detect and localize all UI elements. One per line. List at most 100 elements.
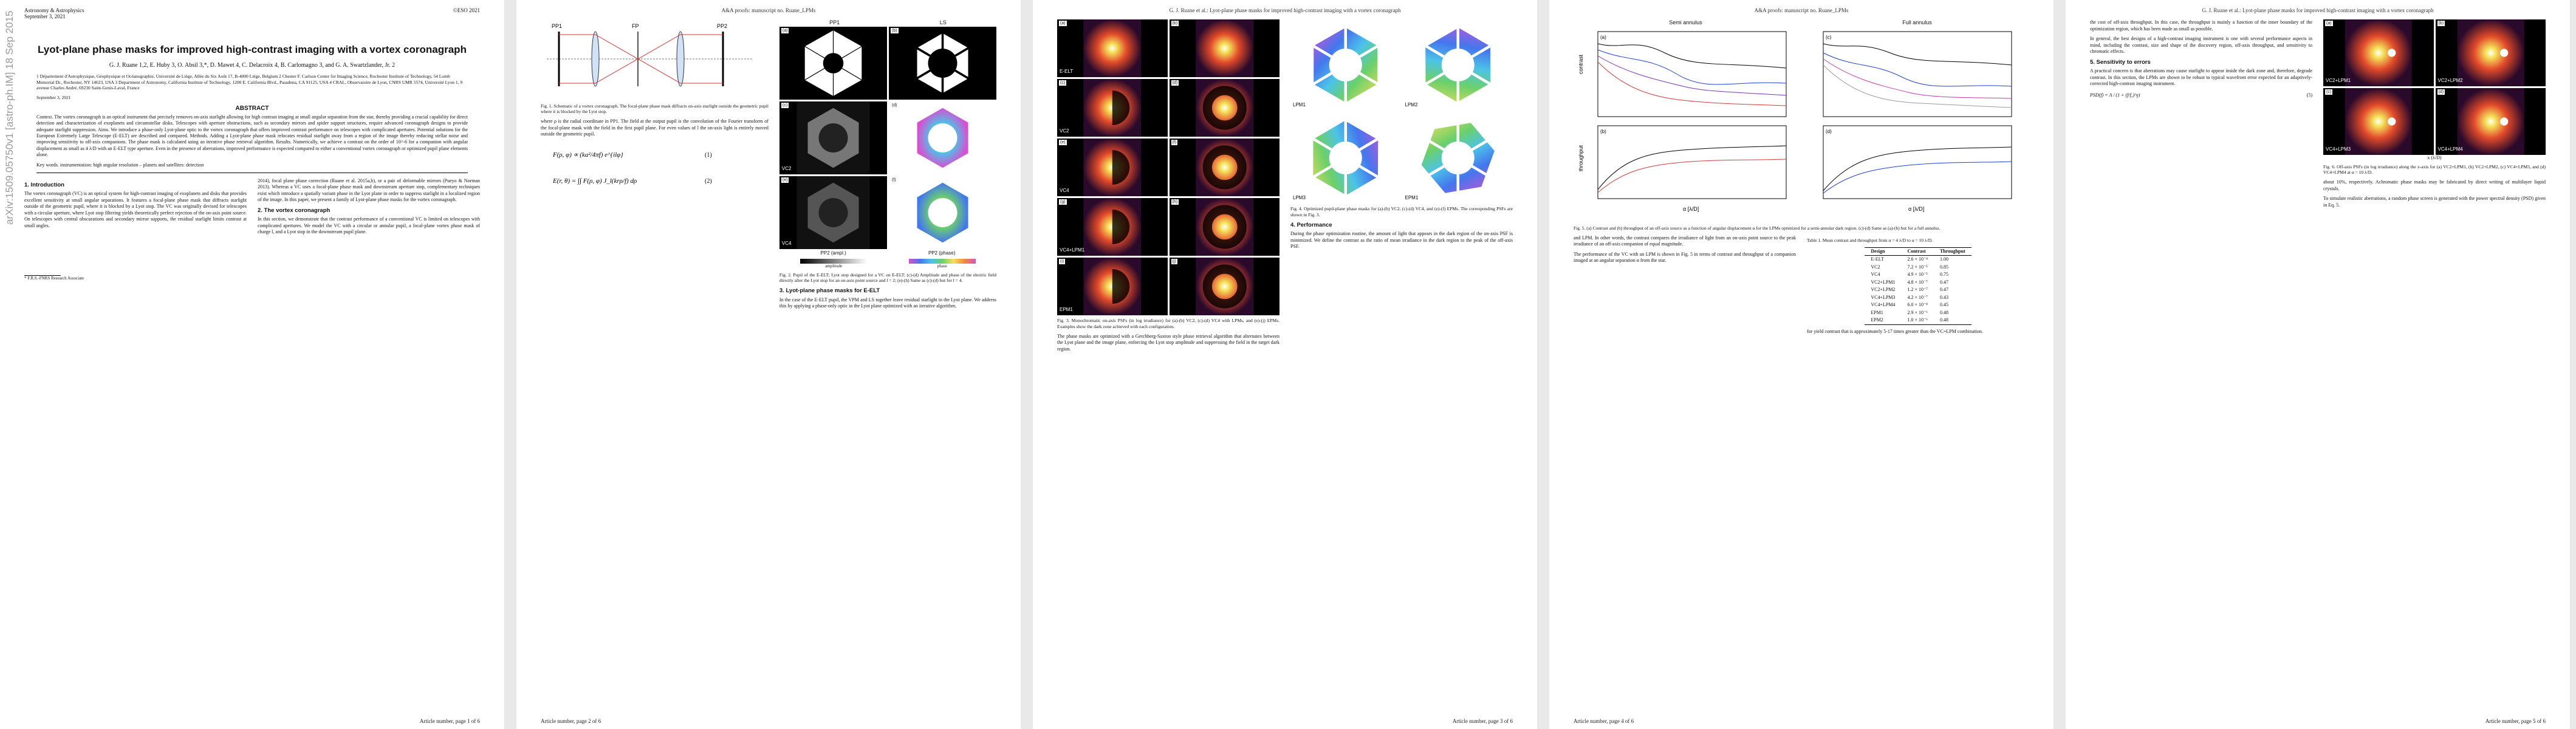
fig2-bottom-label-2: PP2 (phase): [928, 250, 956, 256]
fig2-colorbars: amplitude phase: [779, 259, 996, 269]
svg-text:PP1: PP1: [552, 23, 562, 29]
svg-text:(a): (a): [1600, 35, 1606, 40]
fig3-panel-f: (f): [1169, 139, 1279, 196]
fig2-label-c: (c): [781, 102, 789, 109]
fig1-caption: Fig. 1. Schematic of a vortex coronagrap…: [541, 103, 769, 115]
table1-header-throughput: Throughput: [1939, 248, 1965, 254]
page-5: G. J. Ruane et al.: Lyot-plane phase mas…: [2066, 0, 2570, 729]
table-row: EPM2 1.0 × 10⁻⁶ 0.48: [1865, 317, 1971, 325]
page-4-text-3: for yield contrast that is approximately…: [1807, 328, 1983, 334]
fig3-name-a: E-ELT: [1060, 69, 1074, 75]
svg-text:(d): (d): [1826, 129, 1832, 134]
svg-text:(2): (2): [705, 178, 712, 185]
fig2-col-ls: LS: [939, 19, 947, 26]
fig2-label-b: (b): [890, 27, 899, 34]
table-row: VC4 4.9 × 10⁻⁵ 0.75: [1871, 272, 1948, 278]
table-row: VC2+LPM1 4.8 × 10⁻⁷ 0.47: [1871, 279, 1948, 285]
page-1-header: Astronomy & Astrophysics September 3, 20…: [24, 7, 480, 19]
fig4-caption: Fig. 4. Optimized pupil-plane phase mask…: [1290, 206, 1513, 217]
page-5-footer: Article number, page 5 of 6: [2485, 718, 2546, 724]
abstract-heading: ABSTRACT: [235, 104, 269, 112]
footnote: * F.R.S.-FNRS Research Associate: [24, 276, 84, 281]
keywords: Key words. instrumentation: high angular…: [36, 162, 204, 168]
page-2-header: A&A proofs: manuscript no. Ruane_LPMs: [721, 7, 816, 13]
page-1-body: 1. Introduction The vortex coronagraph (…: [24, 178, 480, 282]
svg-text:F(ρ, φ) ∝ (ka²/4πf) e^{ilφ}: F(ρ, φ) ∝ (ka²/4πf) e^{ilφ}: [552, 151, 623, 159]
fig3-label-h: (h): [1171, 199, 1179, 205]
fig6-label-d: (d): [2437, 89, 2445, 95]
fig6-caption: Fig. 6. Off-axis PSFs (in log irradiance…: [2323, 163, 2546, 176]
page-1: arXiv:1509.05750v1 [astro-ph.IM] 18 Sep …: [0, 0, 504, 729]
section-4-text: During the phase optimization routine, t…: [1290, 231, 1513, 250]
fig3-name-g: VC4+LPM1: [1060, 247, 1085, 253]
fig2-mask-e: VC4: [781, 241, 792, 247]
equation-5: PSD(f) = A / (1 + (f/f₀)^γ) (5): [2090, 92, 2312, 99]
table1: Design Contrast Throughput E-ELT 2.6 × 10…: [1865, 247, 1971, 325]
fig6-label-a: (a): [2325, 21, 2333, 27]
abstract-text: Context. The vortex coronagraph is an op…: [36, 114, 468, 158]
table-row: EPM1 2.9 × 10⁻⁶ 0.48: [1871, 309, 1948, 315]
fig3-label-f: (f): [1171, 140, 1178, 146]
fig4-panel-1: LPM1: [1290, 19, 1401, 111]
received-date: September 3, 2021: [36, 94, 71, 100]
svg-text:α [λ/D]: α [λ/D]: [1908, 206, 1924, 212]
page-3-header: G. J. Ruane et al.: Lyot-plane phase mas…: [1169, 7, 1401, 13]
journal-date: September 3, 2021: [24, 13, 66, 19]
intro-text: The vortex coronagraph (VC) is an optica…: [24, 191, 247, 228]
fig3-panel-b: (b): [1169, 19, 1279, 77]
fig2-panel-a: (a): [779, 26, 887, 100]
fig4-name-1: LPM1: [1293, 102, 1306, 108]
svg-text:PP2: PP2: [717, 23, 727, 29]
fig3-panel-g: (g) VC4+LPM1: [1057, 198, 1168, 256]
page-2-footer: Article number, page 2 of 6: [541, 718, 601, 724]
equation-5-number: (5): [2306, 92, 2312, 98]
fig3-label-i: (i): [1059, 259, 1066, 265]
fig4-name-3: LPM3: [1293, 195, 1306, 201]
page-5-header: G. J. Ruane et al.: Lyot-plane phase mas…: [2202, 7, 2434, 13]
fig3-label-a: (a): [1059, 21, 1067, 27]
fig2-bottom-label-1: PP2 (ampl.): [820, 250, 846, 256]
fig2-column-titles: PP1 LS: [779, 19, 996, 27]
fig2-panel-e: (e) VC4: [779, 176, 887, 249]
table-row: VC4+LPM3 4.2 × 10⁻⁷ 0.43: [1871, 294, 1948, 300]
fig5-left-plot: contrast throughput (a) (b) α [λ/D]: [1578, 31, 1787, 212]
svg-text:E(r, θ) = ∫∫ F(ρ, φ) J_l(krρ/f: E(r, θ) = ∫∫ F(ρ, φ) J_l(krρ/f) dρ: [552, 177, 637, 185]
amplitude-colorbar: [800, 259, 868, 264]
fig6-name-d: VC4+LPM4: [2437, 146, 2463, 152]
page-3-footer: Article number, page 3 of 6: [1452, 718, 1513, 724]
fig3-panel-d: (d): [1169, 79, 1279, 137]
fig5-right-plot: (c) (d) α [λ/D]: [1823, 31, 2012, 212]
fig6-panel-a: (a) VC2+LPM1: [2323, 19, 2434, 86]
page-4-footer: Article number, page 4 of 6: [1574, 718, 1634, 724]
phase-colorbar: [908, 259, 976, 264]
fig5-title-full: Full annulus: [1902, 19, 1932, 26]
fig6-panel-c: (c) VC4+LPM3: [2323, 88, 2434, 155]
fig2-panel-d: (d): [888, 101, 996, 174]
fig3-label-c: (c): [1059, 80, 1067, 86]
page-5-text-2: In general, the best designs of a high-c…: [2090, 36, 2312, 55]
fig1-optical-schematic: PP1 FP PP2: [541, 19, 759, 98]
fig2-label-e: (e): [781, 177, 789, 183]
fig6-label-c: (c): [2325, 89, 2333, 95]
svg-text:FP: FP: [632, 23, 639, 29]
arxiv-stamp: arXiv:1509.05750v1 [astro-ph.IM] 18 Sep …: [4, 10, 15, 225]
page-3-text: The phase masks are optimized with a Ger…: [1057, 333, 1279, 352]
fig2-label-d: (d): [890, 102, 899, 109]
section-4-heading: 4. Performance: [1290, 221, 1332, 228]
table1-caption: Table 1. Mean contrast and throughput fr…: [1807, 237, 1933, 243]
fig6-xlabel: x (λ/D): [2427, 155, 2442, 160]
psd-equation: PSD(f) = A / (1 + (f/f₀)^γ): [2090, 92, 2140, 98]
fig3-name-i: EPM1: [1060, 307, 1073, 313]
page-5-text-1: the cost of off-axis throughput. In this…: [2090, 19, 2312, 32]
fig5-title-semi: Semi annulus: [1669, 19, 1702, 26]
page-2-text: where ρ is the radial coordinate in PP1.…: [541, 118, 769, 137]
fig4-name-4: EPM1: [1405, 195, 1419, 201]
fig2-panel-c: (c) VC2: [779, 101, 887, 174]
fig4-name-2: LPM2: [1405, 102, 1418, 108]
fig3-psf-grid: (a) E-ELT (b) (c) VC2 (d) (e) VC4 (f) (g) VC…: [1057, 19, 1279, 315]
table-row: VC2+LPM2 1.2 × 10⁻⁷ 0.47: [1871, 287, 1948, 293]
fig2-bottom-labels: PP2 (ampl.) PP2 (phase): [779, 250, 996, 257]
fig6-name-c: VC4+LPM3: [2326, 146, 2351, 152]
fig3-panel-i: (i) EPM1: [1057, 258, 1168, 315]
fig5-caption: Fig. 5. (a) Contrast and (b) throughput …: [1574, 225, 1941, 231]
